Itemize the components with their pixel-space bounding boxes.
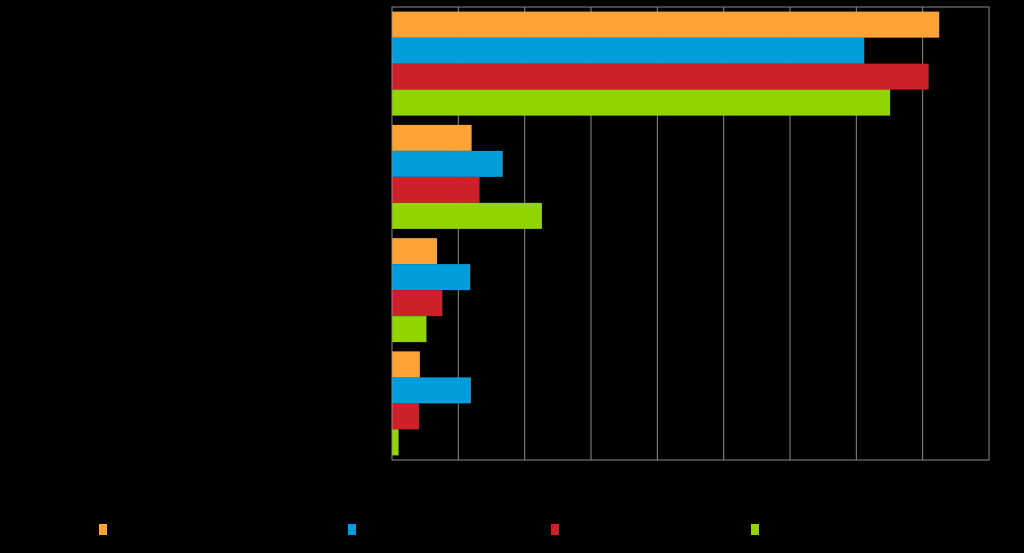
bar-category-2-series-4	[392, 202, 542, 229]
legend	[0, 524, 1024, 538]
plot-area-frame	[391, 6, 990, 461]
legend-item-series-2	[348, 524, 356, 535]
bar-category-4-series-4	[392, 429, 399, 456]
bar-category-3-series-4	[392, 316, 427, 343]
legend-item-series-4	[751, 524, 759, 535]
legend-swatch-series-4	[751, 524, 759, 535]
legend-swatch-series-3	[551, 524, 559, 535]
legend-swatch-series-1	[99, 524, 107, 535]
bar-category-4-series-1	[392, 351, 420, 378]
bar-category-1-series-4	[392, 89, 891, 116]
bar-category-1-series-3	[392, 63, 929, 90]
bar-category-4-series-2	[392, 377, 471, 404]
bar-category-1-series-2	[392, 37, 865, 64]
legend-item-series-3	[551, 524, 559, 535]
legend-swatch-series-2	[348, 524, 356, 535]
bar-category-2-series-1	[392, 124, 472, 151]
bar-category-3-series-3	[392, 290, 443, 317]
bar-category-2-series-3	[392, 176, 480, 203]
bar-category-1-series-1	[392, 11, 940, 38]
legend-item-series-1	[99, 524, 107, 535]
bar-category-2-series-2	[392, 150, 503, 177]
bar-category-4-series-3	[392, 403, 420, 430]
bars	[392, 11, 940, 456]
bar-category-3-series-1	[392, 238, 438, 265]
bar-category-3-series-2	[392, 264, 471, 291]
